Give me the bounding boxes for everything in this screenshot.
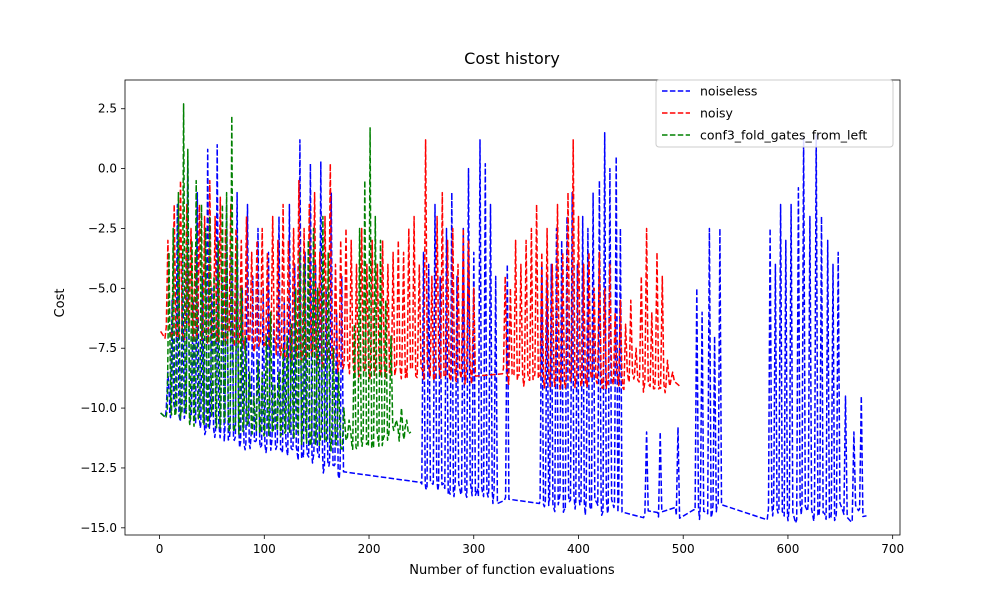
x-tick-label: 200 [358, 542, 381, 556]
x-tick-label: 100 [253, 542, 276, 556]
x-axis-label: Number of function evaluations [409, 563, 615, 578]
y-tick-label: −10.0 [80, 401, 117, 415]
plot-border [124, 79, 901, 536]
x-tick-label: 700 [881, 542, 904, 556]
y-axis-label: Cost [53, 289, 68, 318]
legend-box [655, 79, 894, 148]
y-tick-label: −5.0 [88, 281, 117, 295]
legend-label: noiseless [700, 84, 757, 99]
series-line-conf3-fold-gates-from-left [160, 103, 412, 452]
legend-label: noisy [700, 106, 734, 121]
axes-frame [124, 79, 901, 536]
series-line-noisy [159, 139, 681, 394]
y-tick-label: −15.0 [80, 521, 117, 535]
legend: noiseless noisy conf3_fold_gates_from_left [655, 79, 894, 148]
y-tick-label: 0.0 [98, 162, 117, 176]
x-axis: 0 100 200 300 400 500 600 700 [156, 535, 904, 556]
x-tick-label: 400 [567, 542, 590, 556]
chart-title: Cost history [464, 49, 560, 68]
x-tick-label: 500 [672, 542, 695, 556]
y-tick-label: 2.5 [98, 102, 117, 116]
x-tick-label: 600 [776, 542, 799, 556]
x-tick-label: 300 [462, 542, 485, 556]
legend-label: conf3_fold_gates_from_left [700, 128, 867, 143]
plot-area [159, 103, 867, 524]
y-tick-label: −2.5 [88, 221, 117, 235]
y-tick-label: −12.5 [80, 461, 117, 475]
y-tick-label: −7.5 [88, 341, 117, 355]
y-axis: −15.0 −12.5 −10.0 −7.5 −5.0 −2.5 0.0 2.5 [80, 102, 125, 535]
x-tick-label: 0 [156, 542, 164, 556]
series-line-noiseless [160, 131, 867, 524]
